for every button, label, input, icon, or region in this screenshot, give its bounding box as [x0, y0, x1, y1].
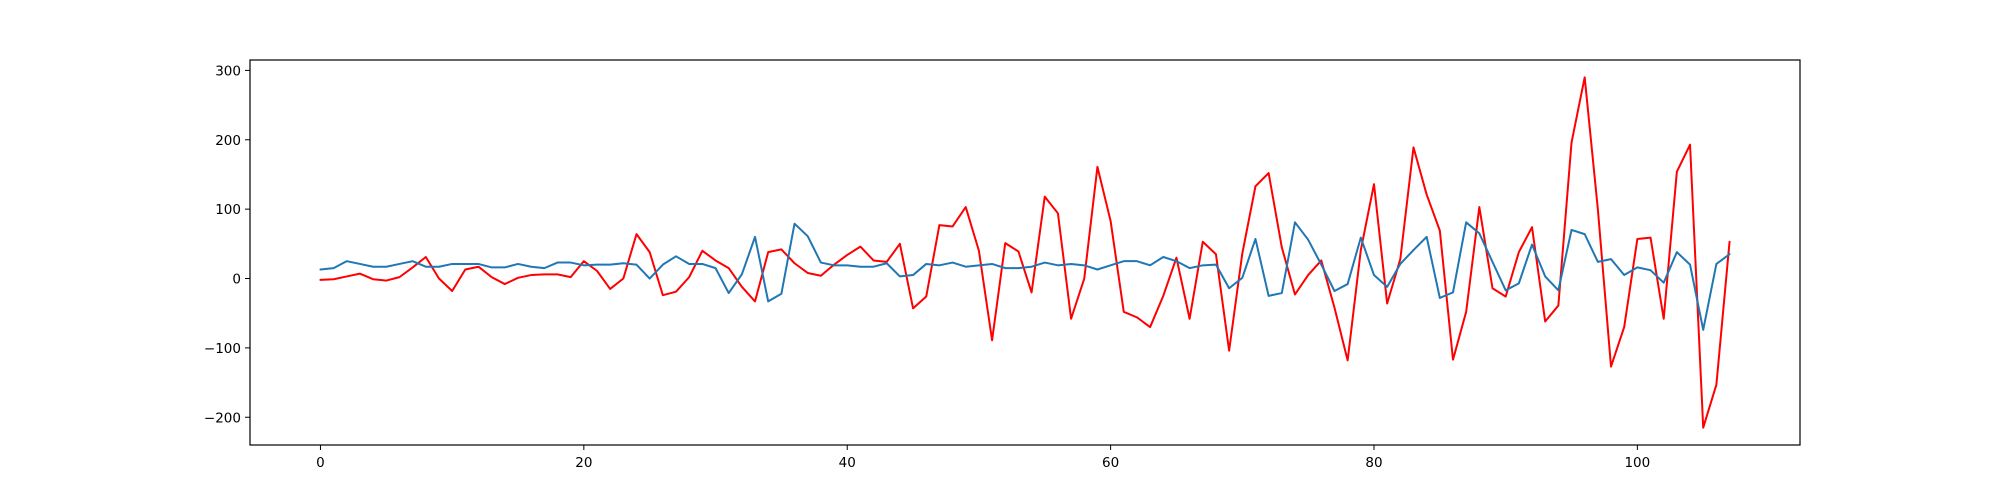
x-tick-label: 20: [575, 455, 592, 471]
series-line-1: [319, 76, 1731, 429]
plot-frame: [249, 59, 1801, 446]
x-tick-label: 0: [316, 455, 325, 471]
x-tick-label: 80: [1365, 455, 1382, 471]
y-tick-label: 300: [215, 63, 241, 79]
x-axis: 0 20 40 60 80 100: [316, 445, 1650, 471]
y-tick-label: −200: [204, 410, 241, 426]
x-tick-label: 100: [1624, 455, 1650, 471]
series-line-2: [319, 221, 1731, 331]
y-tick-label: 0: [232, 272, 241, 288]
plot-lines: [319, 76, 1731, 429]
y-tick-label: 100: [215, 202, 241, 218]
x-tick-label: 60: [1102, 455, 1119, 471]
y-tick-label: −100: [204, 341, 241, 357]
x-tick-label: 40: [839, 455, 856, 471]
y-axis: −200 −100 0 100 200 300: [204, 63, 250, 426]
y-tick-label: 200: [215, 133, 241, 149]
